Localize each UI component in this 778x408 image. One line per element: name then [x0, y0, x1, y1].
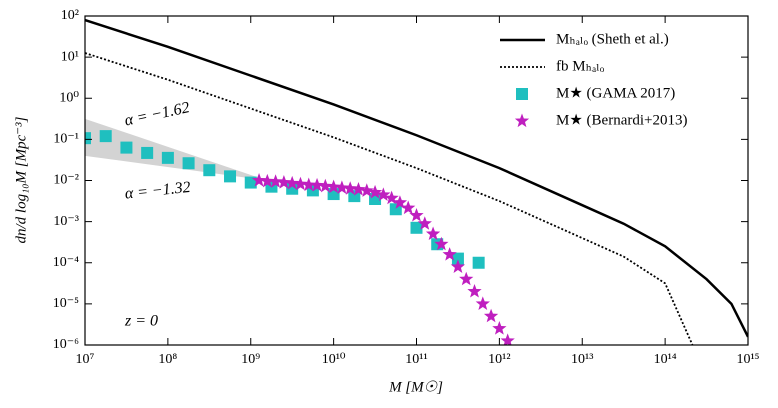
star-marker — [309, 177, 325, 192]
x-tick-label: 10⁷ — [76, 352, 95, 367]
square-marker — [120, 141, 133, 154]
star-marker — [376, 187, 391, 201]
star-marker — [467, 284, 482, 298]
star-marker — [417, 216, 432, 230]
legend-marker — [516, 88, 528, 100]
x-tick-label: 10¹³ — [571, 352, 593, 367]
square-marker — [161, 151, 174, 164]
star-marker — [326, 179, 341, 194]
x-axis-label: M [M☉] — [388, 379, 443, 395]
y-tick-label: 10⁻⁴ — [53, 255, 79, 270]
star-marker — [268, 174, 283, 188]
y-tick-label: 10² — [61, 8, 79, 23]
star-marker — [384, 190, 399, 205]
star-marker — [392, 195, 408, 209]
y-axis-label: dn/d log₁₀M [Mpc⁻³] — [13, 116, 29, 243]
x-tick-label: 10¹⁵ — [736, 352, 759, 367]
star-marker — [318, 178, 333, 193]
star-marker — [301, 177, 316, 192]
square-marker — [85, 132, 91, 145]
y-tick-label: 10⁻² — [53, 173, 79, 188]
x-tick-label: 10¹¹ — [405, 352, 427, 367]
star-marker — [285, 175, 300, 190]
star-marker — [475, 296, 490, 310]
x-tick-label: 10⁹ — [241, 352, 260, 367]
star-marker — [425, 226, 441, 241]
star-marker — [442, 247, 457, 261]
line — [85, 18, 748, 338]
square-marker — [410, 221, 423, 234]
star-marker — [293, 176, 308, 191]
x-tick-label: 10⁸ — [158, 352, 177, 367]
star-marker — [483, 308, 499, 323]
annotation: z = 0 — [124, 313, 158, 330]
star-marker — [276, 175, 292, 189]
square-marker — [224, 170, 237, 183]
legend-label: M★ (Bernardi+2013) — [556, 112, 687, 128]
star-marker — [434, 236, 449, 251]
square-marker — [141, 146, 154, 159]
y-tick-label: 10⁻¹ — [53, 132, 79, 147]
y-tick-label: 10⁻⁵ — [53, 296, 79, 311]
x-tick-label: 10¹⁴ — [654, 352, 677, 367]
square-marker — [203, 164, 216, 177]
legend-marker — [514, 113, 530, 128]
y-tick-label: 10⁰ — [59, 90, 79, 105]
legend-label: M★ (GAMA 2017) — [556, 85, 675, 101]
star-marker — [401, 200, 416, 215]
annotation: α = −1.62 — [123, 99, 191, 129]
square-marker — [472, 256, 485, 269]
star-marker — [351, 182, 366, 196]
y-tick-label: 10⁻⁶ — [53, 337, 79, 352]
annotation: α = −1.32 — [124, 179, 191, 203]
star-marker — [260, 173, 275, 188]
x-tick-label: 10¹⁰ — [322, 352, 346, 367]
star-marker — [409, 207, 424, 222]
plot-area — [85, 18, 748, 345]
band — [85, 118, 268, 181]
star-marker — [459, 271, 474, 286]
star-marker — [359, 183, 374, 197]
star-marker — [500, 333, 515, 345]
line — [85, 52, 694, 345]
star-marker — [343, 181, 358, 195]
y-tick-label: 10⁻³ — [53, 214, 79, 229]
star-marker — [450, 259, 466, 273]
legend-label: Mₕₐₗₒ (Sheth et al.) — [556, 31, 669, 47]
x-tick-label: 10¹² — [488, 352, 510, 367]
star-marker — [251, 173, 267, 187]
star-marker — [334, 180, 350, 194]
y-tick-label: 10¹ — [61, 49, 79, 64]
square-marker — [99, 130, 112, 143]
star-marker — [367, 184, 383, 199]
square-marker — [182, 157, 195, 170]
square-marker — [451, 252, 464, 265]
legend-label: fb Mₕₐₗₒ — [556, 58, 605, 74]
star-marker — [492, 321, 507, 335]
